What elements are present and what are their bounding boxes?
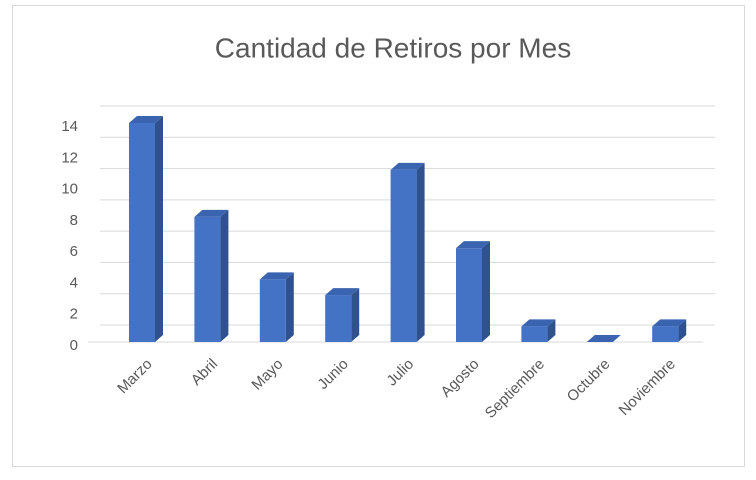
chart-title: Cantidad de Retiros por Mes: [215, 32, 571, 63]
bar: [129, 123, 155, 342]
bar-top: [194, 209, 229, 217]
bar: [390, 169, 417, 342]
bar-side: [547, 319, 556, 342]
bar-side: [482, 241, 490, 342]
bar-top: [586, 335, 621, 342]
y-tick-label: 0: [70, 337, 78, 354]
bar-side: [155, 116, 163, 342]
bar: [456, 248, 482, 342]
bar: [194, 216, 221, 342]
bar-side: [220, 209, 229, 342]
bar-top: [325, 288, 360, 296]
bar: [652, 326, 679, 342]
bar-top: [521, 319, 556, 327]
bar-top: [129, 116, 163, 123]
y-tick-label: 10: [61, 181, 78, 198]
bar-top: [259, 272, 294, 280]
bar-side: [678, 319, 687, 342]
bar: [325, 295, 352, 342]
bar-side: [285, 272, 294, 342]
bar-side: [416, 162, 425, 342]
bar-top: [652, 319, 687, 327]
y-tick-label: 4: [70, 274, 78, 291]
bar-top: [390, 162, 425, 170]
y-tick-label: 14: [61, 118, 78, 135]
bar: [259, 279, 286, 342]
bar: [521, 326, 548, 342]
y-tick-label: 12: [61, 149, 78, 166]
y-tick-label: 6: [70, 243, 78, 260]
bar-side: [351, 288, 360, 342]
y-tick-label: 2: [70, 306, 78, 323]
y-tick-label: 8: [70, 212, 78, 229]
bar-top: [456, 241, 490, 249]
